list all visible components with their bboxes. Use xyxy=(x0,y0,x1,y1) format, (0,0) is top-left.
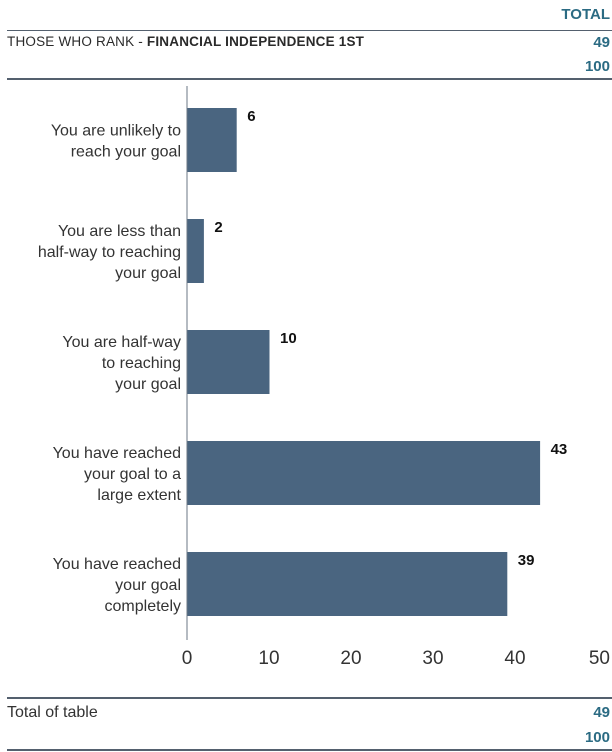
bar-chart: 6 You are unlikely to reach your goal 2 You … xyxy=(38,86,610,669)
category-label-line: your goal xyxy=(115,577,181,594)
category-label-line: completely xyxy=(105,598,181,615)
x-tick-label-40: 40 xyxy=(504,648,525,669)
footer-label: Total of table xyxy=(7,704,98,721)
x-tick-label-10: 10 xyxy=(258,648,279,669)
category-label-line: your goal to a xyxy=(84,466,181,483)
category-label-1: You are less than half-way to reaching you… xyxy=(38,223,181,282)
footer-count: 49 xyxy=(593,704,610,721)
data-label-3: 43 xyxy=(551,441,568,458)
data-label-2: 10 xyxy=(280,330,297,347)
category-label-line: You have reached xyxy=(53,556,181,573)
bar-4 xyxy=(187,552,508,616)
subtitle-prefix: THOSE WHO RANK - xyxy=(7,34,147,49)
total-column-header: TOTAL xyxy=(561,6,610,23)
x-tick-label-20: 20 xyxy=(340,648,361,669)
category-label-line: You have reached xyxy=(53,445,181,462)
bar-0 xyxy=(187,108,237,172)
category-label-line: your goal xyxy=(115,265,181,282)
header-bottom-rule xyxy=(7,78,612,80)
header-count: 49 xyxy=(593,34,610,51)
category-label-line: your goal xyxy=(115,376,181,393)
data-label-1: 2 xyxy=(214,219,222,236)
chart-root: 6 You are unlikely to reach your goal 2 You … xyxy=(38,86,610,669)
category-label-2: You are half-way to reaching your goal xyxy=(62,334,181,393)
category-label-line: half-way to reaching xyxy=(38,244,181,261)
category-label-line: large extent xyxy=(97,487,181,504)
data-label-0: 6 xyxy=(247,108,255,125)
category-label-4: You have reached your goal completely xyxy=(53,556,181,615)
x-tick-label-0: 0 xyxy=(182,648,193,669)
bar-2 xyxy=(187,330,270,394)
footer-bottom-rule xyxy=(7,749,612,751)
footer-percent: 100 xyxy=(584,729,610,746)
category-label-line: reach your goal xyxy=(71,144,181,161)
bar-1 xyxy=(187,219,204,283)
table-subtitle: THOSE WHO RANK - FINANCIAL INDEPENDENCE … xyxy=(7,34,364,49)
footer-top-rule xyxy=(7,697,612,699)
subtitle-bold: FINANCIAL INDEPENDENCE 1ST xyxy=(146,34,365,49)
category-label-line: You are unlikely to xyxy=(51,123,181,140)
category-label-3: You have reached your goal to a large exte… xyxy=(53,445,182,504)
header-top-rule xyxy=(7,30,612,31)
data-label-4: 39 xyxy=(518,552,535,569)
x-tick-label-30: 30 xyxy=(422,648,443,669)
bar-3 xyxy=(187,441,541,505)
category-label-line: to reaching xyxy=(102,355,181,372)
category-label-line: You are half-way xyxy=(62,334,181,351)
x-tick-label-50: 50 xyxy=(589,648,610,669)
category-label-0: You are unlikely to reach your goal xyxy=(51,123,181,161)
category-label-line: You are less than xyxy=(58,223,181,240)
header-percent: 100 xyxy=(584,58,610,75)
